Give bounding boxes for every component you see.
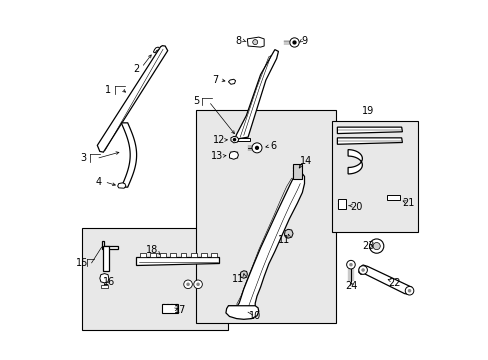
Polygon shape: [284, 229, 292, 238]
Polygon shape: [337, 138, 402, 144]
Text: 11: 11: [231, 274, 244, 284]
Text: 24: 24: [345, 282, 357, 292]
Text: 9: 9: [301, 36, 307, 46]
Circle shape: [232, 138, 236, 141]
Polygon shape: [118, 183, 125, 188]
Polygon shape: [140, 252, 145, 257]
Text: 12: 12: [212, 135, 224, 145]
Polygon shape: [240, 271, 247, 278]
Polygon shape: [211, 252, 217, 257]
Circle shape: [196, 283, 200, 286]
Text: 17: 17: [174, 305, 186, 315]
Polygon shape: [100, 274, 108, 283]
Circle shape: [251, 143, 262, 153]
Polygon shape: [386, 195, 399, 200]
Text: 5: 5: [193, 96, 199, 107]
Polygon shape: [153, 47, 159, 53]
Circle shape: [361, 268, 364, 272]
Text: 21: 21: [402, 198, 414, 208]
Circle shape: [372, 243, 380, 249]
Text: 14: 14: [299, 157, 311, 166]
Text: 19: 19: [361, 107, 373, 116]
Polygon shape: [235, 50, 278, 139]
Polygon shape: [358, 265, 411, 294]
Circle shape: [252, 40, 257, 45]
Circle shape: [346, 260, 354, 269]
Circle shape: [186, 283, 189, 286]
Polygon shape: [170, 252, 176, 257]
Polygon shape: [235, 138, 249, 141]
Circle shape: [183, 280, 192, 289]
Text: 3: 3: [81, 153, 87, 163]
Polygon shape: [135, 257, 219, 265]
Text: 8: 8: [235, 36, 241, 46]
Text: 18: 18: [145, 245, 158, 255]
Polygon shape: [160, 252, 165, 257]
Text: 2: 2: [133, 64, 140, 74]
Text: 15: 15: [76, 258, 88, 268]
Polygon shape: [229, 152, 238, 159]
Circle shape: [407, 289, 410, 293]
Polygon shape: [103, 246, 108, 271]
Polygon shape: [225, 306, 258, 319]
Polygon shape: [102, 241, 118, 249]
Circle shape: [405, 287, 413, 295]
Circle shape: [254, 146, 259, 150]
Polygon shape: [347, 150, 362, 174]
Circle shape: [348, 263, 352, 266]
Polygon shape: [230, 136, 238, 143]
Text: 1: 1: [105, 85, 111, 95]
Polygon shape: [337, 127, 402, 134]
Polygon shape: [121, 123, 136, 187]
Polygon shape: [150, 252, 156, 257]
Polygon shape: [201, 252, 206, 257]
Circle shape: [289, 38, 299, 47]
Circle shape: [193, 280, 202, 289]
Circle shape: [292, 40, 296, 45]
Text: 20: 20: [349, 202, 362, 212]
Circle shape: [358, 266, 366, 274]
Polygon shape: [247, 37, 264, 47]
Polygon shape: [101, 285, 108, 288]
Bar: [337, 199, 345, 209]
Text: 23: 23: [362, 241, 374, 251]
Circle shape: [369, 239, 383, 253]
Text: 22: 22: [387, 278, 400, 288]
Bar: [162, 304, 178, 313]
Bar: [196, 111, 335, 323]
Bar: [292, 164, 302, 179]
Text: 10: 10: [248, 311, 261, 321]
Polygon shape: [228, 173, 304, 309]
Polygon shape: [180, 252, 186, 257]
Text: 11: 11: [278, 235, 290, 245]
Text: 6: 6: [270, 141, 276, 151]
Polygon shape: [190, 252, 196, 257]
Polygon shape: [228, 79, 235, 84]
Text: 16: 16: [102, 277, 115, 287]
Bar: [82, 228, 228, 330]
Bar: [331, 121, 417, 232]
Text: 4: 4: [96, 177, 102, 187]
Polygon shape: [97, 46, 167, 152]
Text: 13: 13: [210, 151, 223, 161]
Text: 7: 7: [212, 75, 218, 85]
